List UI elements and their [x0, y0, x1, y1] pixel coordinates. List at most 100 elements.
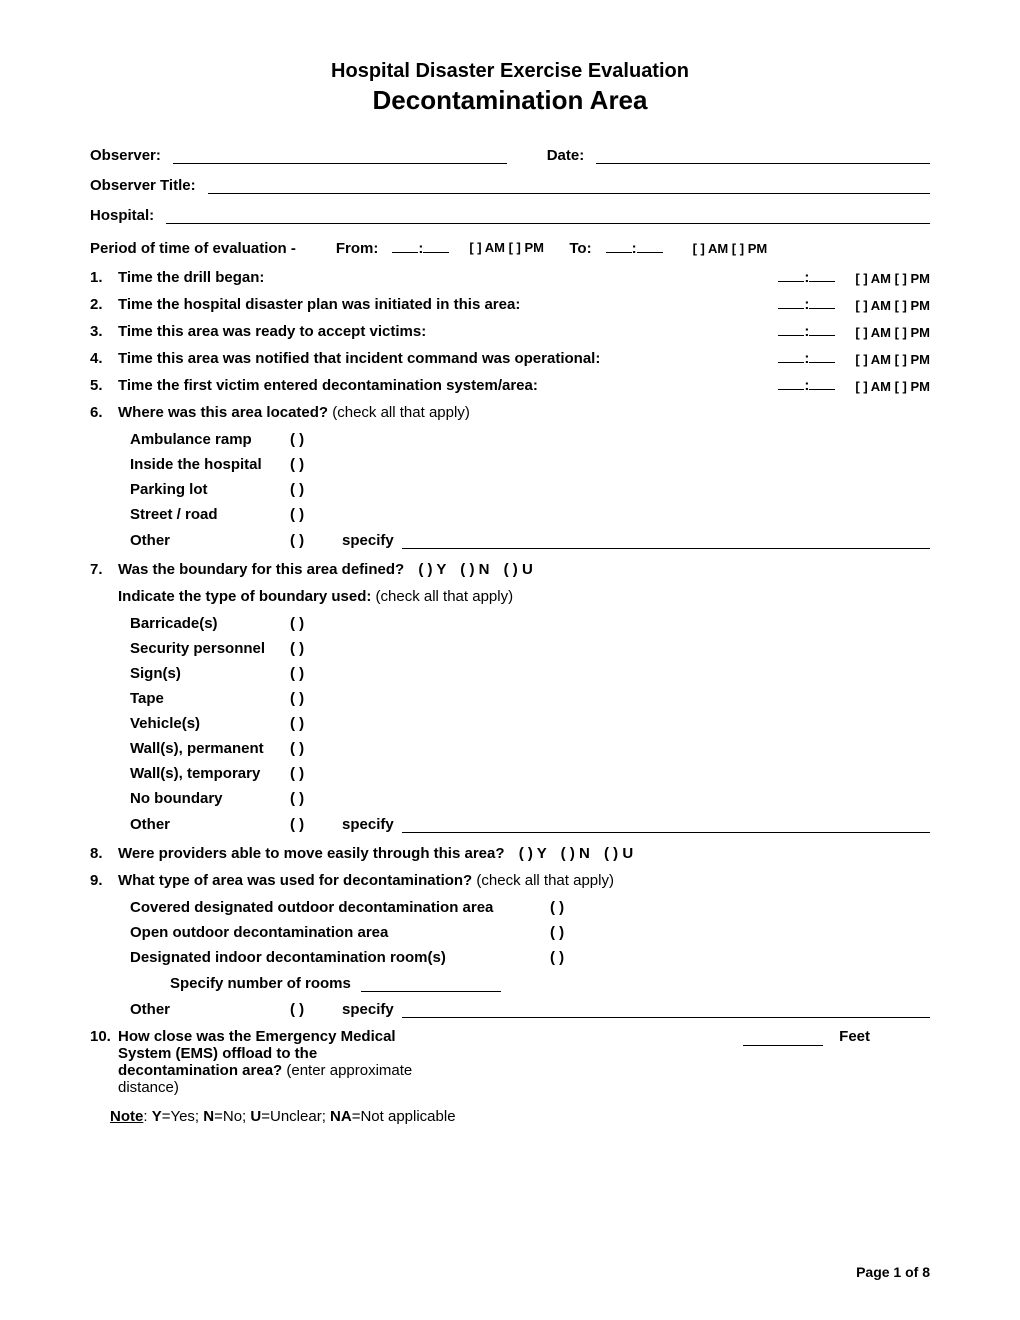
q7-opt-6: Wall(s), temporary( ) [90, 765, 930, 782]
from-ampm[interactable]: [ ] AM [ ] PM [469, 241, 539, 255]
q5-time-input[interactable]: : [778, 377, 835, 394]
q5-row: 5. Time the first victim entered deconta… [90, 377, 930, 394]
q7-text-main: Was the boundary for this area defined? [118, 561, 404, 578]
q7-opt-3-label: Tape [130, 690, 290, 707]
q7-opt-0-label: Barricade(s) [130, 615, 290, 632]
q9-opt-1: Open outdoor decontamination area( ) [90, 924, 930, 941]
q7-opt-4: Vehicle(s)( ) [90, 715, 930, 732]
q7-opt-6-check[interactable]: ( ) [290, 765, 330, 782]
q3-ampm[interactable]: [ ] AM [ ] PM [855, 325, 930, 340]
q10-distance-input[interactable] [743, 1028, 823, 1046]
q7-y[interactable]: ( ) Y [418, 561, 446, 578]
q5-ampm[interactable]: [ ] AM [ ] PM [855, 379, 930, 394]
q1-ampm[interactable]: [ ] AM [ ] PM [855, 271, 930, 286]
q3-time-input[interactable]: : [778, 323, 835, 340]
q6-opt-1-check[interactable]: ( ) [290, 456, 330, 473]
q8-u[interactable]: ( ) U [604, 845, 633, 862]
date-input[interactable] [596, 146, 930, 164]
q9-opt-0-check[interactable]: ( ) [550, 899, 590, 916]
q7b-text: Indicate the type of boundary used: (che… [118, 588, 930, 605]
q6-opt-2-check[interactable]: ( ) [290, 481, 330, 498]
to-time-input[interactable]: : [606, 240, 663, 257]
q7-opt-7: No boundary( ) [90, 790, 930, 807]
q9-num: 9. [90, 872, 118, 889]
header-subtitle: Decontamination Area [90, 85, 930, 116]
to-ampm[interactable]: [ ] AM [ ] PM [693, 241, 768, 256]
q7-opt-2-check[interactable]: ( ) [290, 665, 330, 682]
q9-text: What type of area was used for decontami… [118, 872, 930, 889]
q10-num: 10. [90, 1028, 118, 1045]
q9-opt-2-label: Designated indoor decontamination room(s… [130, 949, 550, 966]
q7-opt-1-check[interactable]: ( ) [290, 640, 330, 657]
q6-opt-4-check[interactable]: ( ) [290, 532, 330, 549]
q7b-text-main: Indicate the type of boundary used: [118, 588, 371, 605]
q8-n[interactable]: ( ) N [561, 845, 590, 862]
q7-opt-5-check[interactable]: ( ) [290, 740, 330, 757]
row-observer-title: Observer Title: [90, 176, 930, 194]
q6-opt-0-check[interactable]: ( ) [290, 431, 330, 448]
note-y: Y [152, 1108, 162, 1125]
q1-time-input[interactable]: : [778, 269, 835, 286]
q9-rooms-input[interactable] [361, 974, 501, 992]
q7-u[interactable]: ( ) U [504, 561, 533, 578]
q7-opt-5: Wall(s), permanent( ) [90, 740, 930, 757]
q7-opt-3-check[interactable]: ( ) [290, 690, 330, 707]
q4-num: 4. [90, 350, 118, 367]
q8-row: 8. Were providers able to move easily th… [90, 845, 930, 862]
q6-text: Where was this area located? (check all … [118, 404, 930, 421]
q8-y[interactable]: ( ) Y [519, 845, 547, 862]
q2-time-input[interactable]: : [778, 296, 835, 313]
q7-opt-8-label: Other [130, 816, 290, 833]
q1-num: 1. [90, 269, 118, 286]
note-u: U [250, 1108, 261, 1125]
q4-time-input[interactable]: : [778, 350, 835, 367]
q9-opt-other-check[interactable]: ( ) [290, 1001, 330, 1018]
q7-opt-3: Tape( ) [90, 690, 930, 707]
date-label: Date: [547, 147, 585, 164]
page-number: Page 1 of 8 [856, 1264, 930, 1280]
q2-row: 2. Time the hospital disaster plan was i… [90, 296, 930, 313]
q6-opt-3-check[interactable]: ( ) [290, 506, 330, 523]
q7-opt-0-check[interactable]: ( ) [290, 615, 330, 632]
q10-unit: Feet [839, 1028, 870, 1045]
q2-ampm[interactable]: [ ] AM [ ] PM [855, 298, 930, 313]
q9-opt-1-check[interactable]: ( ) [550, 924, 590, 941]
q6-opt-3-label: Street / road [130, 506, 290, 523]
q6-opt-3: Street / road( ) [90, 506, 930, 523]
q9-opt-2-check[interactable]: ( ) [550, 949, 590, 966]
q9-specify-input[interactable] [402, 1000, 930, 1018]
q7-num: 7. [90, 561, 118, 578]
q7b-row: Indicate the type of boundary used: (che… [90, 588, 930, 605]
q7-opt-7-label: No boundary [130, 790, 290, 807]
q7-opt-5-label: Wall(s), permanent [130, 740, 290, 757]
from-label: From: [336, 240, 379, 257]
q7-n[interactable]: ( ) N [460, 561, 489, 578]
observer-title-input[interactable] [208, 176, 930, 194]
q2-num: 2. [90, 296, 118, 313]
note-na: NA [330, 1108, 352, 1125]
q7-opt-8-check[interactable]: ( ) [290, 816, 330, 833]
q8-text-main: Were providers able to move easily throu… [118, 845, 505, 862]
hospital-input[interactable] [166, 206, 930, 224]
q6-row: 6. Where was this area located? (check a… [90, 404, 930, 421]
form-page: Hospital Disaster Exercise Evaluation De… [0, 0, 1020, 1320]
q6-opt-4-label: Other [130, 532, 290, 549]
q7-opt-7-check[interactable]: ( ) [290, 790, 330, 807]
q9-row: 9. What type of area was used for decont… [90, 872, 930, 889]
q7-opt-4-check[interactable]: ( ) [290, 715, 330, 732]
note-prefix: Note [110, 1108, 143, 1125]
q9-opt-other: Other ( ) specify [90, 1000, 930, 1018]
q8-num: 8. [90, 845, 118, 862]
q6-num: 6. [90, 404, 118, 421]
observer-label: Observer: [90, 147, 161, 164]
q9-opt-1-label: Open outdoor decontamination area [130, 924, 550, 941]
from-time-input[interactable]: : [392, 240, 449, 257]
q4-ampm[interactable]: [ ] AM [ ] PM [855, 352, 930, 367]
q9-hint: (check all that apply) [472, 872, 614, 889]
q9-opt-0: Covered designated outdoor decontaminati… [90, 899, 930, 916]
q6-specify-input[interactable] [402, 531, 930, 549]
observer-input[interactable] [173, 146, 507, 164]
row-hospital: Hospital: [90, 206, 930, 224]
q7-specify-input[interactable] [402, 815, 930, 833]
q9-opt-0-label: Covered designated outdoor decontaminati… [130, 899, 550, 916]
